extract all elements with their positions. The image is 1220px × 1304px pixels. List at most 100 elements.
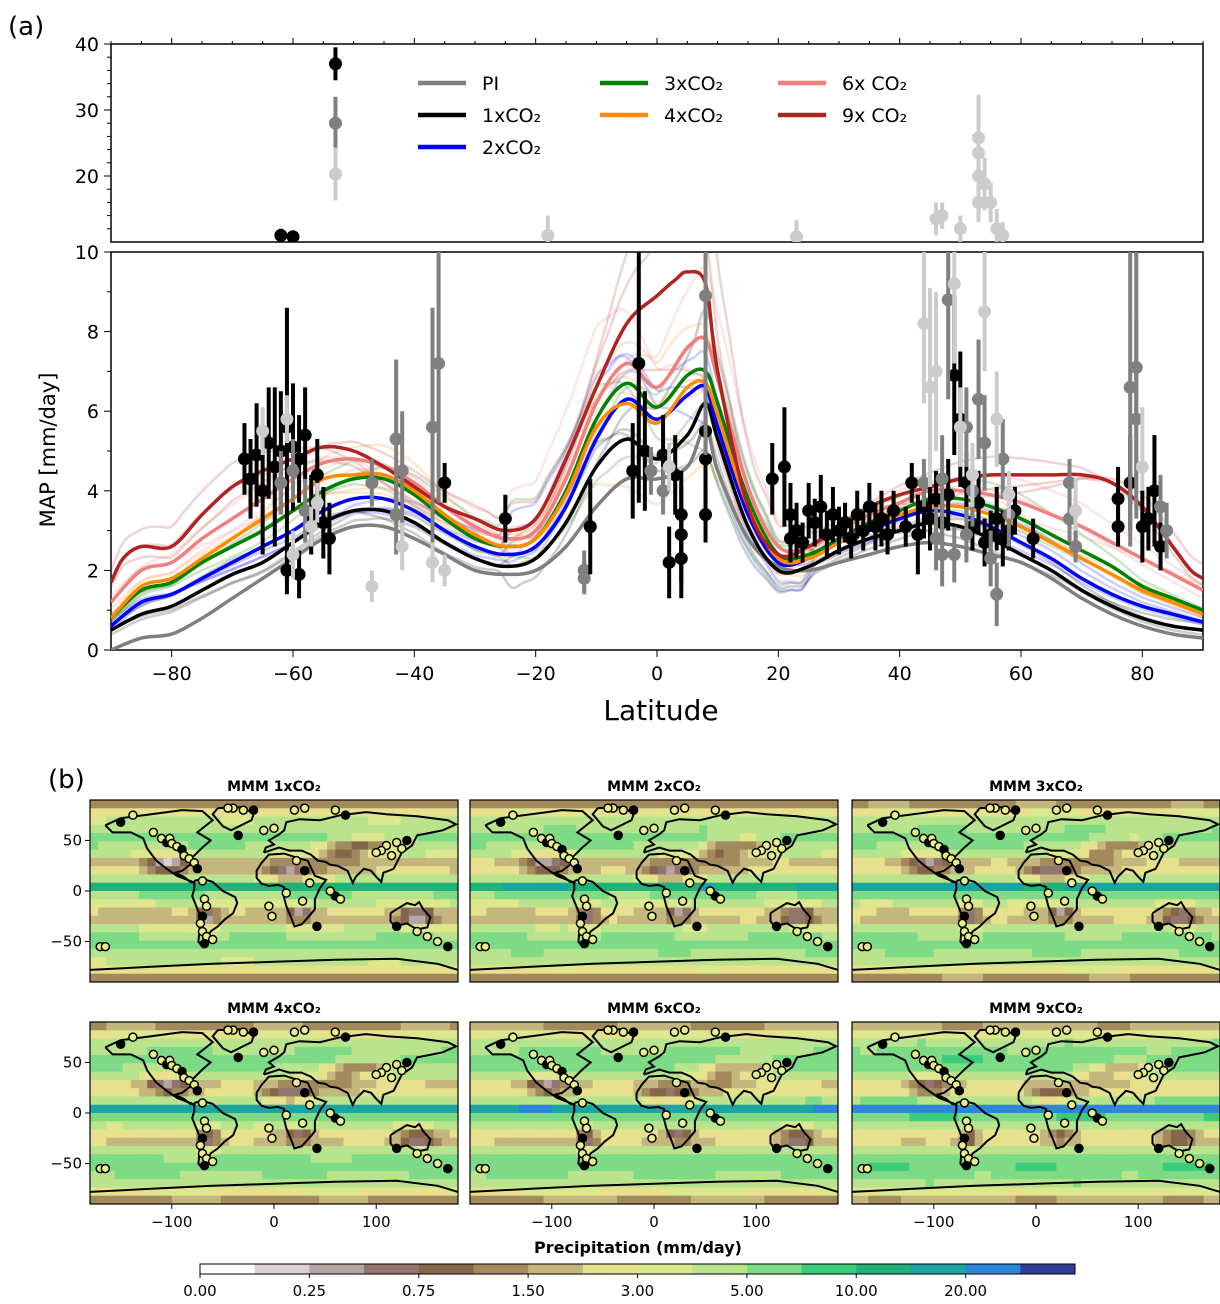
precip-cell (196, 882, 206, 892)
precip-cell (204, 1071, 214, 1081)
precip-cell (229, 1170, 238, 1180)
precip-cell (212, 808, 222, 818)
precip-cell (327, 1129, 336, 1139)
precip-cell (106, 1179, 116, 1189)
proxy-site (677, 896, 688, 906)
precip-cell (449, 973, 458, 982)
precip-cell (731, 965, 741, 975)
precip-cell (519, 841, 528, 851)
precip-cell (748, 973, 757, 982)
precip-cell (966, 965, 976, 975)
proxy-point (972, 392, 986, 406)
precip-cell (494, 1063, 504, 1073)
precip-cell (229, 833, 238, 842)
precip-cell (884, 948, 894, 958)
precip-cell (852, 849, 861, 859)
precip-cell (772, 808, 782, 818)
precip-cell (600, 1038, 610, 1048)
precip-cell (982, 849, 992, 859)
precip-cell (551, 808, 561, 818)
precip-cell (163, 1038, 173, 1048)
precip-cell (417, 800, 426, 809)
precip-cell (788, 973, 798, 982)
precip-cell (376, 816, 385, 826)
precip-cell (408, 882, 418, 892)
precip-cell (294, 1046, 304, 1056)
precip-cell (302, 1079, 312, 1089)
precip-cell (237, 891, 246, 900)
precip-cell (261, 973, 271, 982)
precip-cell (302, 1038, 312, 1048)
precip-cell (261, 1195, 271, 1204)
precip-cell (163, 899, 173, 909)
proxy-site (325, 1108, 335, 1118)
precip-cell (1138, 800, 1147, 809)
precip-cell (1179, 866, 1188, 876)
precip-cell (1015, 891, 1025, 900)
precip-cell (229, 1055, 238, 1064)
precip-cell (1179, 808, 1188, 818)
precip-cell (237, 940, 246, 950)
precip-cell (690, 833, 700, 842)
precip-cell (359, 1063, 369, 1073)
precip-cell (756, 973, 765, 982)
precip-cell (519, 924, 528, 933)
precip-cell (327, 932, 336, 942)
proxy-site (910, 827, 921, 838)
precip-cell (868, 932, 878, 942)
precip-cell (698, 1046, 708, 1056)
precip-cell (130, 1088, 140, 1098)
precip-cell (171, 932, 181, 942)
precip-cell (196, 1022, 206, 1031)
proxy-point (626, 464, 640, 478)
precip-cell (764, 824, 774, 834)
precip-cell (958, 899, 968, 909)
precip-cell (925, 907, 935, 917)
precip-cell (731, 866, 741, 876)
precip-cell (821, 1022, 831, 1031)
precip-cell (502, 948, 512, 958)
precip-cell (122, 899, 132, 909)
proxy-site (299, 1088, 310, 1098)
precip-cell (343, 924, 353, 933)
precip-cell (90, 849, 99, 859)
proxy-site (267, 911, 277, 922)
precip-cell (519, 948, 528, 958)
precip-cell (666, 882, 676, 892)
y-tick-label: 40 (75, 34, 99, 56)
precip-cell (658, 866, 667, 876)
precip-cell (449, 932, 458, 942)
precip-cell (892, 940, 902, 950)
precip-cell (122, 1154, 132, 1164)
precip-cell (335, 1030, 345, 1040)
precip-cell (535, 965, 545, 975)
precip-cell (261, 833, 271, 842)
precip-cell (179, 891, 189, 900)
precip-cell (486, 1038, 496, 1048)
precip-cell (351, 849, 361, 859)
precip-cell (486, 899, 496, 909)
precip-cell (739, 957, 749, 967)
precip-cell (359, 891, 369, 900)
precip-cell (592, 1063, 602, 1073)
proxy-point (972, 496, 986, 510)
precip-cell (600, 833, 610, 842)
precip-cell (368, 973, 377, 982)
precip-cell (1211, 907, 1220, 917)
precip-cell (486, 1071, 496, 1081)
precip-cell (568, 841, 577, 851)
precip-cell (433, 849, 443, 859)
precip-cell (527, 965, 537, 975)
precip-cell (1105, 874, 1115, 884)
precip-cell (788, 882, 798, 892)
precip-cell (1187, 940, 1197, 950)
precip-cell (245, 1162, 255, 1172)
precip-cell (449, 808, 458, 818)
precip-cell (568, 808, 577, 818)
precip-cell (584, 1063, 594, 1073)
precip-cell (860, 899, 869, 909)
precip-cell (974, 841, 984, 851)
precip-cell (756, 957, 765, 967)
precip-cell (1121, 973, 1131, 982)
precip-cell (310, 965, 320, 975)
